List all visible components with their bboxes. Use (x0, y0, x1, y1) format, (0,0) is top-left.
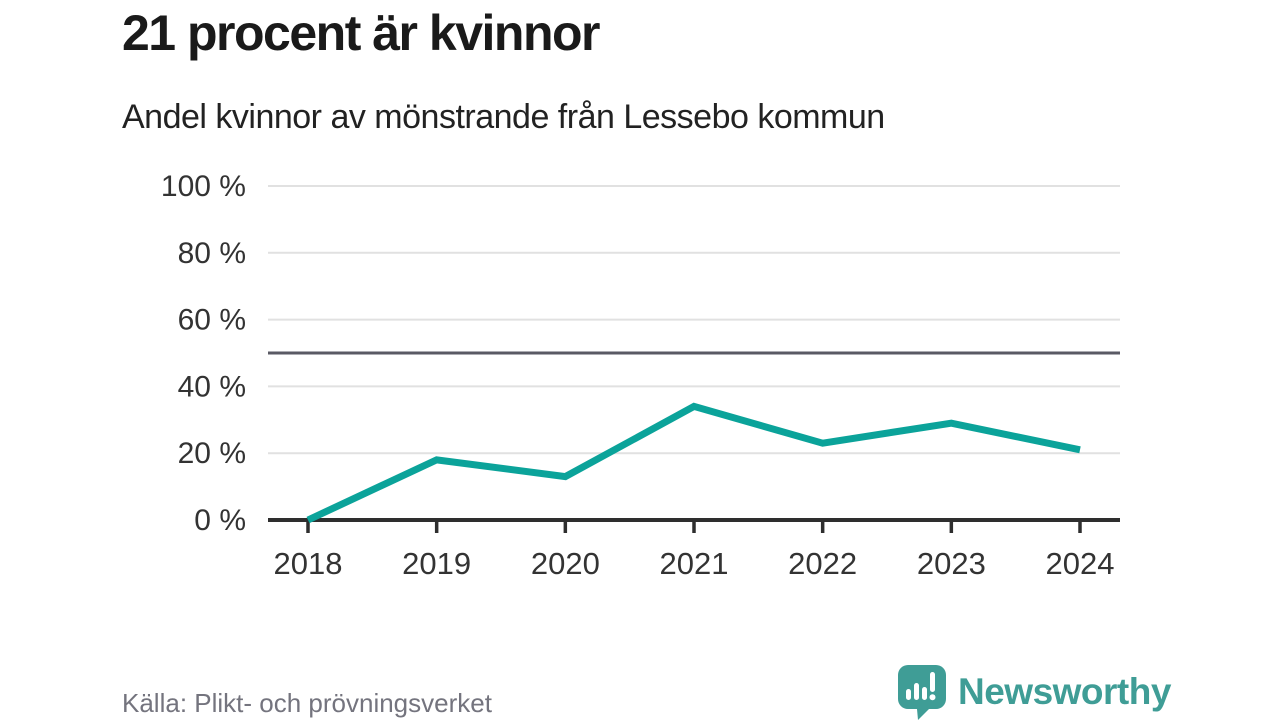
y-tick-label: 100 % (161, 170, 246, 203)
x-tick-marks (306, 522, 1082, 533)
x-tick-labels: 2018 2019 2020 2021 2022 2023 2024 (274, 546, 1115, 581)
y-gridlines (268, 185, 1120, 455)
y-tick-label: 40 % (178, 370, 246, 403)
page-subtitle: Andel kvinnor av mönstrande från Lessebo… (122, 98, 885, 136)
bar-chart-glyph (906, 672, 936, 701)
x-tick-label: 2024 (1046, 546, 1115, 581)
x-tick-label: 2019 (402, 546, 471, 581)
x-tick-label: 2021 (660, 546, 729, 581)
x-tick-label: 2023 (917, 546, 986, 581)
data-line (306, 402, 1081, 524)
y-tick-labels: 0 % 20 % 40 % 60 % 80 % 100 % (161, 170, 246, 537)
y-tick-label: 80 % (178, 237, 246, 270)
newsworthy-speech-bubble-icon (898, 665, 946, 720)
y-tick-label: 20 % (178, 437, 246, 470)
newsworthy-logo: Newsworthy (896, 664, 1171, 720)
y-tick-label: 0 % (194, 504, 246, 537)
x-tick-label: 2018 (274, 546, 343, 581)
newsworthy-wordmark: Newsworthy (958, 671, 1171, 712)
x-tick-label: 2022 (788, 546, 857, 581)
source-note: Källa: Plikt- och prövningsverket (122, 688, 492, 718)
y-tick-label: 60 % (178, 304, 246, 337)
x-tick-label: 2020 (531, 546, 600, 581)
page-title: 21 procent är kvinnor (122, 5, 601, 61)
